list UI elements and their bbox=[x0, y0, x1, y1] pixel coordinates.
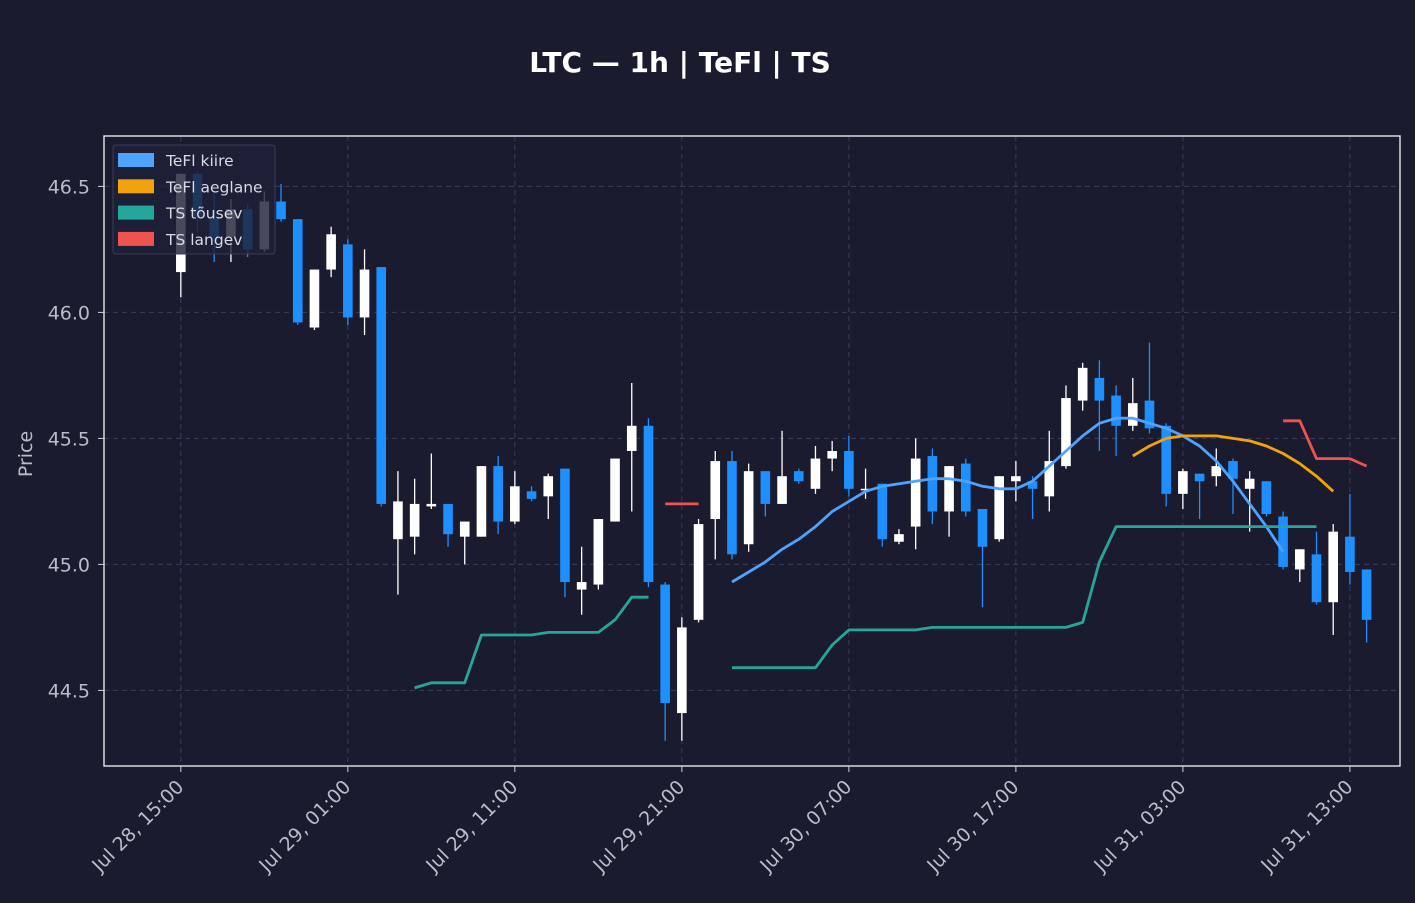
candle-body bbox=[1228, 461, 1238, 479]
candle-body bbox=[1261, 481, 1272, 514]
candle-body bbox=[844, 451, 854, 489]
candle-body bbox=[276, 201, 286, 220]
candle-body bbox=[1044, 461, 1055, 497]
candle-body bbox=[426, 503, 437, 507]
plot-frame bbox=[103, 135, 1401, 767]
candle-body bbox=[1278, 516, 1288, 567]
candle-body bbox=[1127, 403, 1138, 426]
y-tick-label: 46.5 bbox=[48, 176, 90, 198]
candle-body bbox=[1294, 549, 1305, 570]
candle-body bbox=[860, 488, 871, 491]
candle-body bbox=[994, 476, 1004, 540]
candle-body bbox=[877, 483, 888, 540]
candle-body bbox=[760, 471, 771, 504]
candle-body bbox=[927, 456, 938, 512]
candle-body bbox=[1011, 476, 1021, 482]
candle-body bbox=[1111, 395, 1121, 426]
indicator-lines bbox=[414, 416, 1368, 690]
candles bbox=[176, 171, 1372, 741]
candle-body bbox=[576, 582, 587, 590]
candle-body bbox=[1027, 481, 1038, 489]
candle-body bbox=[1061, 398, 1071, 467]
candle-body bbox=[743, 471, 754, 545]
tefl-aeglane-line bbox=[1132, 434, 1335, 493]
candle-body bbox=[493, 466, 503, 522]
candle-body bbox=[693, 524, 704, 620]
y-tick-label: 44.5 bbox=[48, 680, 90, 702]
candle-body bbox=[643, 425, 654, 583]
candle-body bbox=[1144, 400, 1155, 429]
candle-body bbox=[443, 503, 453, 535]
y-axis-ticks: 44.5 45.0 45.5 46.0 46.5 bbox=[48, 176, 104, 702]
legend-swatch bbox=[118, 153, 154, 167]
legend-swatch bbox=[118, 205, 154, 220]
candle-body bbox=[894, 534, 904, 542]
candle-body bbox=[793, 471, 804, 482]
candle-body bbox=[593, 519, 604, 585]
candle-body bbox=[359, 269, 370, 318]
candle-body bbox=[827, 451, 837, 459]
candle-body bbox=[292, 219, 303, 323]
candle-body bbox=[1161, 425, 1171, 494]
legend: TeFl kiire TeFl aeglane TS tõusev TS langev bbox=[112, 144, 276, 255]
y-tick-label: 46.0 bbox=[48, 302, 90, 324]
candle-body bbox=[1094, 377, 1105, 401]
candle-body bbox=[977, 508, 988, 547]
candle-body bbox=[626, 425, 637, 451]
candle-body bbox=[543, 476, 554, 497]
candle-body bbox=[1211, 466, 1222, 477]
y-tick-label: 45.0 bbox=[48, 554, 90, 576]
candle-body bbox=[1077, 367, 1088, 401]
ts-langev-line bbox=[1283, 419, 1368, 468]
candle-body bbox=[376, 267, 387, 504]
candle-body bbox=[560, 468, 570, 583]
legend-box bbox=[112, 144, 276, 255]
candle-body bbox=[910, 458, 921, 527]
candle-body bbox=[810, 458, 821, 489]
legend-label: TeFl aeglane bbox=[165, 178, 263, 196]
candle-body bbox=[777, 476, 787, 504]
candle-body bbox=[727, 461, 737, 555]
ts-t-usev-line bbox=[414, 525, 1317, 690]
candle-body bbox=[1178, 471, 1188, 494]
candle-body bbox=[409, 503, 420, 537]
legend-label: TS langev bbox=[165, 231, 242, 249]
candle-body bbox=[526, 491, 537, 499]
legend-label: TS tõusev bbox=[165, 205, 242, 223]
candle-body bbox=[1311, 554, 1322, 603]
candle-body bbox=[710, 461, 721, 520]
y-axis-label: Price bbox=[15, 431, 37, 477]
candle-body bbox=[960, 463, 971, 512]
candle-body bbox=[1244, 478, 1255, 489]
candle-body bbox=[309, 269, 320, 328]
candle-body bbox=[393, 501, 403, 540]
candle-body bbox=[1328, 531, 1338, 603]
grid bbox=[104, 136, 1400, 766]
candle-body bbox=[326, 234, 336, 270]
candle-body bbox=[677, 627, 687, 714]
candle-body bbox=[660, 584, 670, 703]
candle-body bbox=[944, 466, 954, 512]
candle-body bbox=[610, 458, 620, 522]
candle-body bbox=[510, 486, 520, 522]
candle-body bbox=[343, 244, 353, 318]
tefl-kiire-line bbox=[731, 416, 1285, 584]
candle-body bbox=[459, 521, 470, 537]
candle-body bbox=[1345, 536, 1355, 572]
legend-swatch bbox=[118, 179, 154, 194]
legend-swatch bbox=[118, 231, 154, 246]
legend-label: TeFl kiire bbox=[165, 152, 234, 170]
candle-body bbox=[476, 466, 487, 537]
candle-body bbox=[1194, 473, 1205, 482]
candle-body bbox=[1361, 569, 1372, 620]
y-tick-label: 45.5 bbox=[48, 428, 90, 450]
chart-title: LTC — 1h | TeFl | TS bbox=[529, 46, 831, 79]
